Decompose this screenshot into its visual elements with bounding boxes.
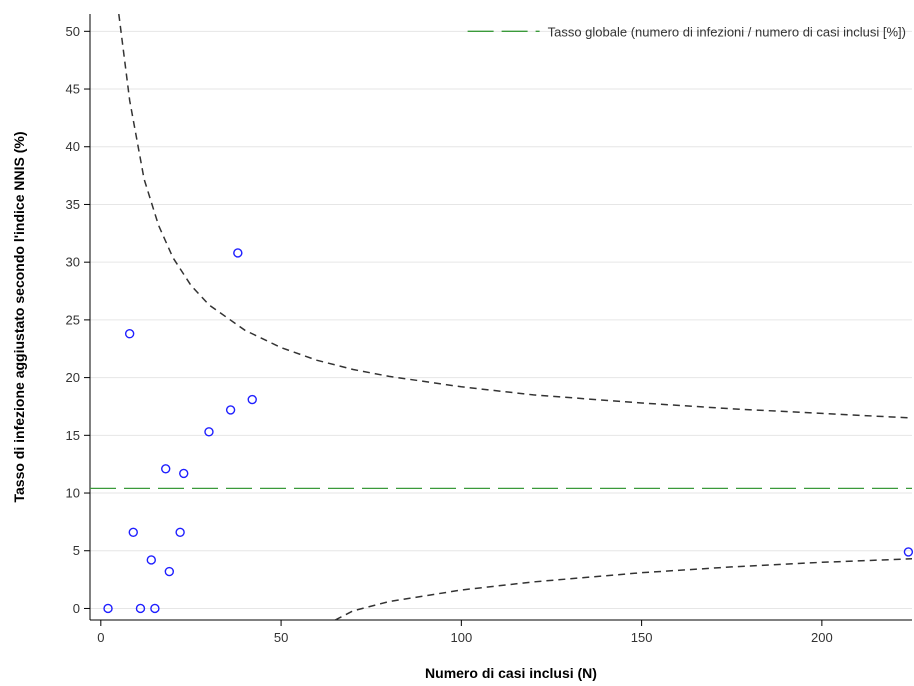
grid-lines — [90, 30, 912, 609]
legend: Tasso globale (numero di infezioni / num… — [467, 24, 906, 39]
y-tick-label: 5 — [73, 543, 80, 558]
x-tick-label: 200 — [811, 630, 833, 645]
data-point — [175, 527, 185, 537]
data-point — [150, 603, 160, 614]
data-point — [161, 464, 171, 474]
x-tick-label: 0 — [97, 630, 104, 645]
data-point — [233, 248, 243, 258]
y-axis-title: Tasso di infezione aggiustato secondo l'… — [11, 132, 27, 503]
y-tick-label: 35 — [66, 197, 80, 212]
data-point — [146, 555, 156, 565]
lower-control-limit — [334, 558, 912, 620]
y-tick-label: 20 — [66, 370, 80, 385]
data-point — [903, 547, 914, 557]
x-tick-label: 100 — [450, 630, 472, 645]
control-limits — [118, 14, 912, 620]
legend-label: Tasso globale (numero di infezioni / num… — [548, 24, 906, 39]
y-tick-label: 50 — [66, 24, 80, 39]
x-tick-label: 150 — [631, 630, 653, 645]
y-tick-label: 25 — [66, 312, 80, 327]
data-point — [124, 329, 135, 339]
data-point — [135, 603, 146, 614]
data-point — [128, 527, 138, 537]
y-tick-label: 15 — [66, 428, 80, 443]
y-tick-label: 30 — [66, 255, 80, 270]
x-axis-ticks: 0 50 100 150 200 — [97, 620, 833, 645]
y-tick-label: 10 — [66, 486, 80, 501]
data-point — [247, 394, 257, 405]
y-tick-label: 45 — [66, 82, 80, 97]
data-point — [225, 405, 236, 415]
data-points — [103, 248, 914, 614]
data-point — [179, 468, 189, 479]
upper-control-limit — [118, 14, 912, 419]
data-point — [164, 566, 175, 577]
y-axis-ticks: 0 5 10 15 20 25 30 35 40 45 50 — [66, 24, 90, 616]
x-axis-title: Numero di casi inclusi (N) — [425, 665, 597, 681]
data-point — [204, 427, 214, 437]
y-tick-label: 40 — [66, 139, 80, 154]
x-tick-label: 50 — [274, 630, 288, 645]
data-point — [103, 603, 113, 614]
y-tick-label: 0 — [73, 601, 80, 616]
